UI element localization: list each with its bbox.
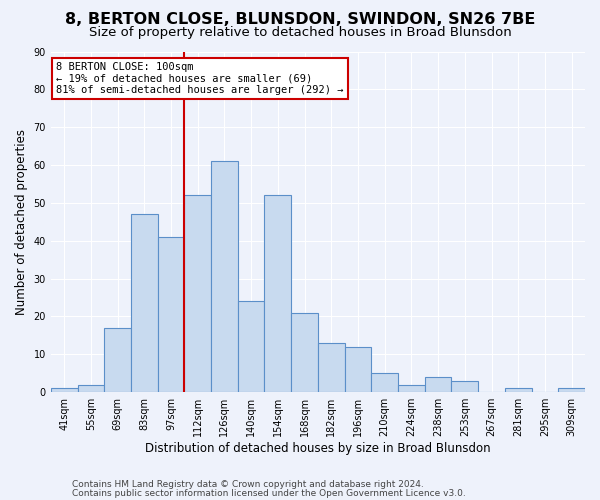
Bar (451, 381, 478, 392)
Bar (425, 377, 451, 392)
Bar (77, 384, 104, 392)
Bar (505, 388, 532, 392)
Text: Size of property relative to detached houses in Broad Blunsdon: Size of property relative to detached ho… (89, 26, 511, 39)
Text: 8 BERTON CLOSE: 100sqm
← 19% of detached houses are smaller (69)
81% of semi-det: 8 BERTON CLOSE: 100sqm ← 19% of detached… (56, 62, 344, 95)
Bar (398, 384, 425, 392)
Bar (158, 237, 184, 392)
Y-axis label: Number of detached properties: Number of detached properties (15, 129, 28, 315)
Bar (104, 328, 131, 392)
Bar (51, 388, 77, 392)
Text: 8, BERTON CLOSE, BLUNSDON, SWINDON, SN26 7BE: 8, BERTON CLOSE, BLUNSDON, SWINDON, SN26… (65, 12, 535, 28)
Bar (344, 347, 371, 392)
Bar (291, 312, 318, 392)
Bar (265, 196, 291, 392)
Bar (558, 388, 585, 392)
Bar (211, 162, 238, 392)
Bar (184, 196, 211, 392)
Bar (318, 343, 344, 392)
Text: Contains HM Land Registry data © Crown copyright and database right 2024.: Contains HM Land Registry data © Crown c… (72, 480, 424, 489)
X-axis label: Distribution of detached houses by size in Broad Blunsdon: Distribution of detached houses by size … (145, 442, 491, 455)
Bar (371, 374, 398, 392)
Bar (131, 214, 158, 392)
Text: Contains public sector information licensed under the Open Government Licence v3: Contains public sector information licen… (72, 488, 466, 498)
Bar (238, 302, 265, 392)
